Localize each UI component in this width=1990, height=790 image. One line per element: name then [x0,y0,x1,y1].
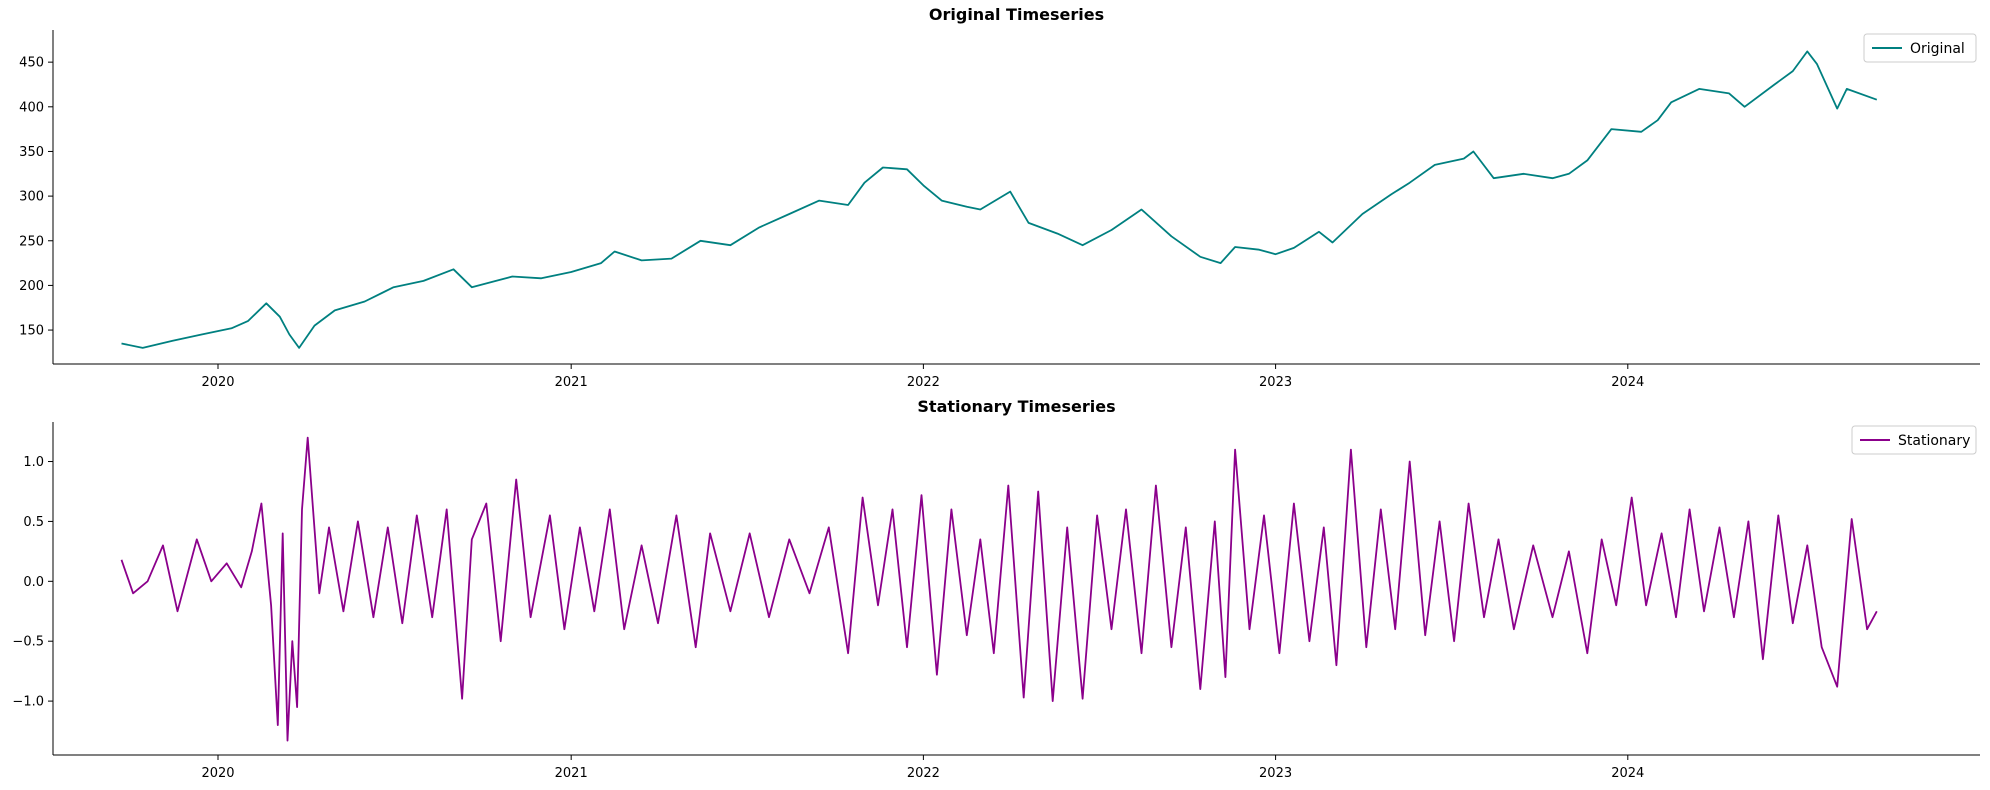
x-tick-label: 2020 [201,375,234,390]
chart-title: Original Timeseries [929,5,1104,24]
series-line-original [121,50,1878,349]
y-tick-label: −1.0 [12,695,44,710]
y-tick-label: 1.0 [23,455,44,470]
x-tick-label: 2022 [907,766,940,781]
y-tick-label: 200 [19,279,44,294]
x-tick-label: 2020 [201,766,234,781]
y-tick-label: 0.0 [23,575,44,590]
x-tick-label: 2023 [1259,375,1292,390]
legend-box [1851,425,1977,455]
y-tick-label: 0.5 [23,515,44,530]
legend-label: Stationary [1898,433,1970,449]
x-tick-label: 2024 [1611,375,1644,390]
y-tick-label: 250 [19,234,44,249]
x-tick-label: 2022 [907,375,940,390]
y-tick-label: 350 [19,145,44,160]
y-tick-label: 400 [19,100,44,115]
y-tick-label: 450 [19,56,44,71]
series-line-stationary [120,436,1878,742]
y-tick-label: 150 [19,324,44,339]
legend-label: Original [1910,41,1965,57]
legend-box [1863,33,1977,63]
x-tick-label: 2024 [1611,766,1644,781]
y-tick-label: 300 [19,190,44,205]
chart-title: Stationary Timeseries [917,397,1115,416]
x-tick-label: 2021 [555,766,588,781]
x-tick-label: 2021 [555,375,588,390]
x-tick-label: 2023 [1259,766,1292,781]
y-tick-label: −0.5 [12,635,44,650]
